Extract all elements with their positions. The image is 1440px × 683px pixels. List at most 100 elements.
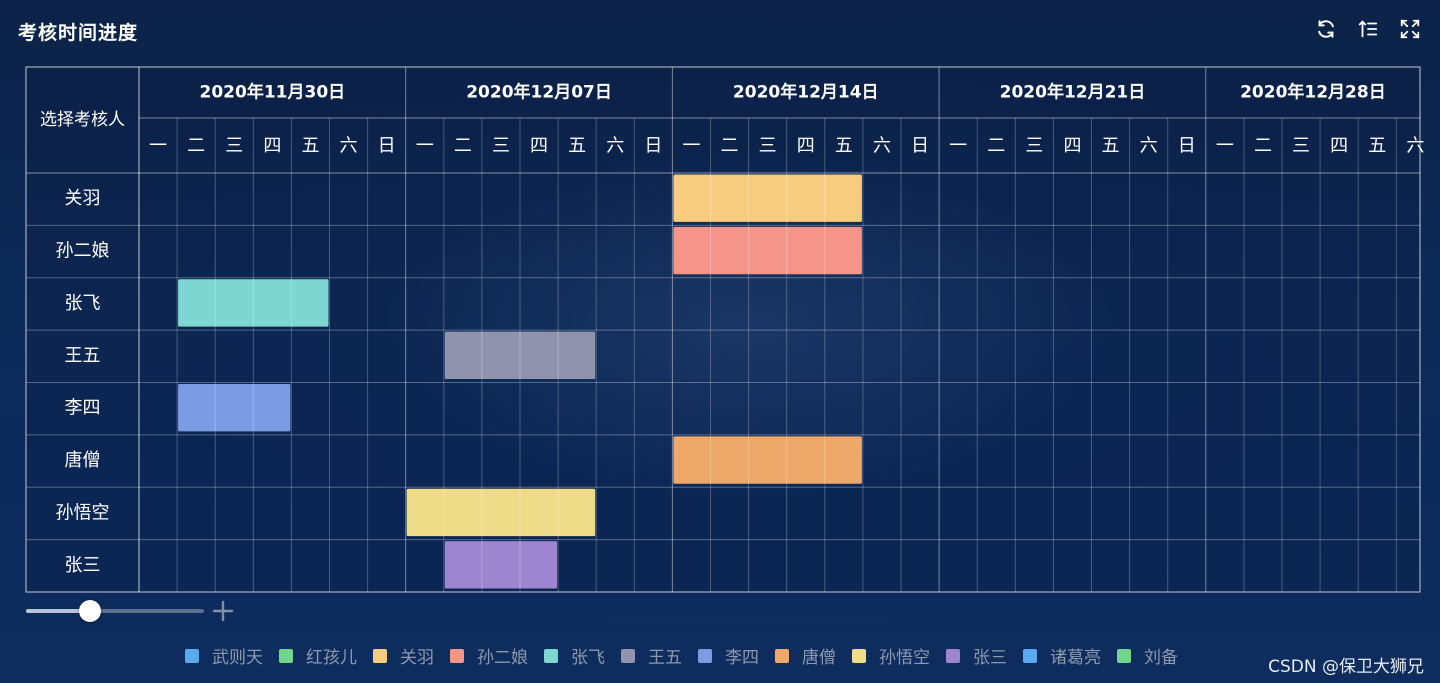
legend-item[interactable]: 诸葛亮 — [1023, 643, 1101, 668]
legend-swatch — [185, 648, 199, 663]
gantt-chart: 选择考核人 2020年11月30日 2020年12月07日 2020年12月14日 20… — [25, 66, 1424, 593]
refresh-icon — [1318, 20, 1334, 38]
weekday-label: 二 — [187, 136, 205, 157]
legend-label: 张飞 — [571, 648, 605, 668]
weekday-label: 一 — [1216, 136, 1234, 157]
legend-item[interactable]: 唐僧 — [775, 643, 836, 668]
weekday-label: 四 — [797, 136, 815, 157]
row-label: 唐僧 — [65, 450, 101, 471]
gantt-bar-张飞[interactable] — [178, 279, 329, 327]
legend-label: 张三 — [973, 648, 1007, 668]
weekday-label: 一 — [416, 136, 434, 157]
legend-item[interactable]: 武则天 — [185, 643, 263, 668]
gantt-bar-孙二娘[interactable] — [673, 226, 862, 275]
legend-swatch — [946, 648, 960, 663]
legend-swatch — [621, 648, 635, 663]
legend-label: 刘备 — [1144, 648, 1178, 668]
legend-label: 唐僧 — [802, 648, 836, 668]
legend-swatch — [450, 648, 464, 663]
weekday-label: 五 — [301, 136, 319, 157]
week-label: 2020年11月30日 — [200, 82, 346, 103]
legend-label: 孙二娘 — [477, 648, 528, 668]
weekday-label: 日 — [911, 136, 929, 157]
weekday-label: 日 — [378, 136, 396, 157]
week-label: 2020年12月07日 — [466, 82, 612, 103]
legend-label: 李四 — [725, 648, 759, 668]
legend-swatch — [852, 648, 866, 663]
zoom-in-icon[interactable] — [211, 599, 235, 623]
weekday-label: 五 — [1102, 136, 1120, 157]
gantt-bar-孙悟空[interactable] — [406, 488, 596, 537]
sort-button[interactable] — [1354, 16, 1382, 42]
week-label: 2020年12月14日 — [733, 82, 879, 103]
weekday-label: 二 — [1254, 136, 1272, 157]
legend-item[interactable]: 张飞 — [544, 643, 605, 668]
chart-border — [25, 66, 1421, 593]
row-label: 李四 — [65, 398, 101, 419]
row-label: 张飞 — [65, 293, 101, 314]
chart-background — [26, 67, 1420, 592]
row-label: 张三 — [65, 555, 101, 576]
weekday-label: 六 — [340, 136, 358, 157]
weekday-label: 一 — [682, 136, 700, 157]
weekday-label: 五 — [1368, 136, 1386, 157]
gantt-bar-唐僧[interactable] — [673, 436, 862, 484]
legend-item[interactable]: 刘备 — [1117, 643, 1178, 668]
legend-swatch — [373, 648, 387, 663]
legend-swatch — [1023, 648, 1037, 663]
legend-item[interactable]: 李四 — [698, 643, 759, 668]
legend-swatch — [1117, 648, 1131, 663]
gantt-bar-张三[interactable] — [444, 541, 558, 589]
weekday-label: 三 — [225, 136, 243, 157]
week-label: 2020年12月28日 — [1240, 82, 1386, 103]
legend-label: 孙悟空 — [879, 648, 930, 668]
legend-swatch — [775, 648, 789, 663]
legend-item[interactable]: 王五 — [621, 643, 682, 668]
zoom-slider-thumb[interactable] — [79, 600, 102, 622]
weekday-label: 二 — [721, 136, 739, 157]
weekday-label: 六 — [873, 136, 891, 157]
weekday-label: 四 — [1330, 136, 1348, 157]
weekday-label: 三 — [759, 136, 777, 157]
sort-icon — [1358, 20, 1378, 38]
zoom-slider[interactable] — [26, 600, 206, 622]
chart-toolbar — [1312, 16, 1424, 42]
legend-swatch — [279, 648, 293, 663]
row-header-label: 选择考核人 — [40, 110, 125, 130]
legend-swatch — [698, 648, 712, 663]
watermark: CSDN @保卫大狮兄 — [1268, 657, 1424, 677]
zoom-track[interactable] — [26, 609, 204, 613]
zoom-track-fill — [26, 609, 91, 613]
weekday-label: 一 — [949, 136, 967, 157]
gantt-bar-关羽[interactable] — [673, 174, 862, 222]
refresh-button[interactable] — [1312, 16, 1340, 42]
page-title: 考核时间进度 — [18, 22, 139, 44]
legend-label: 红孩儿 — [306, 648, 357, 668]
weekday-label: 四 — [263, 136, 281, 157]
legend-item[interactable]: 关羽 — [373, 643, 434, 668]
gantt-bar-王五[interactable] — [444, 331, 596, 379]
weekday-label: 四 — [530, 136, 548, 157]
legend-item[interactable]: 张三 — [946, 643, 1007, 668]
weekday-label: 二 — [987, 136, 1005, 157]
weekday-label: 日 — [1178, 136, 1196, 157]
weekday-label: 五 — [835, 136, 853, 157]
row-label: 王五 — [65, 345, 101, 366]
legend-item[interactable]: 孙悟空 — [852, 643, 930, 668]
legend-item[interactable]: 红孩儿 — [279, 643, 357, 668]
fullscreen-icon — [1400, 19, 1420, 39]
legend-label: 武则天 — [212, 648, 263, 668]
weekday-label: 六 — [1140, 136, 1158, 157]
weekday-label: 三 — [1292, 136, 1310, 157]
fullscreen-button[interactable] — [1396, 16, 1424, 42]
weekday-label: 六 — [1406, 136, 1424, 157]
gantt-bar-李四[interactable] — [178, 384, 291, 432]
row-label: 孙悟空 — [56, 502, 110, 523]
weekday-label: 三 — [1025, 136, 1043, 157]
weekday-label: 四 — [1063, 136, 1081, 157]
weekday-label: 日 — [644, 136, 662, 157]
legend-swatch — [544, 648, 558, 663]
legend-item[interactable]: 孙二娘 — [450, 643, 528, 668]
week-label: 2020年12月21日 — [1000, 82, 1146, 103]
row-label: 孙二娘 — [56, 241, 110, 262]
